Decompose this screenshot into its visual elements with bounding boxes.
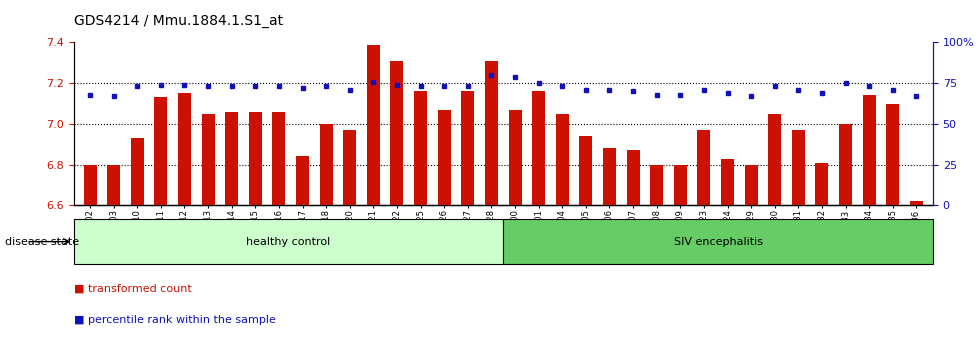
Bar — [462, 91, 474, 205]
Bar — [107, 165, 121, 205]
Bar — [249, 112, 262, 205]
Text: healthy control: healthy control — [246, 236, 330, 247]
Bar — [130, 138, 144, 205]
Bar — [178, 93, 191, 205]
Bar — [698, 130, 710, 205]
Bar — [415, 91, 427, 205]
Bar — [721, 159, 734, 205]
Bar — [202, 114, 215, 205]
Bar — [438, 110, 451, 205]
Bar — [626, 150, 640, 205]
Bar — [272, 112, 285, 205]
Bar — [862, 96, 876, 205]
Bar — [83, 165, 96, 205]
Bar — [768, 114, 781, 205]
Bar — [792, 130, 805, 205]
Bar — [603, 148, 616, 205]
Text: GDS4214 / Mmu.1884.1.S1_at: GDS4214 / Mmu.1884.1.S1_at — [74, 14, 282, 28]
Bar — [485, 61, 498, 205]
Bar — [296, 156, 309, 205]
Bar — [319, 124, 332, 205]
Bar — [367, 45, 380, 205]
Text: ■ transformed count: ■ transformed count — [74, 283, 191, 293]
Bar — [74, 219, 504, 264]
Bar — [343, 130, 357, 205]
Text: ■ percentile rank within the sample: ■ percentile rank within the sample — [74, 315, 275, 325]
Bar — [504, 219, 933, 264]
Bar — [225, 112, 238, 205]
Bar — [886, 104, 900, 205]
Bar — [745, 165, 758, 205]
Text: SIV encephalitis: SIV encephalitis — [673, 236, 762, 247]
Bar — [650, 165, 663, 205]
Bar — [579, 136, 592, 205]
Bar — [532, 91, 545, 205]
Bar — [556, 114, 568, 205]
Bar — [509, 110, 521, 205]
Bar — [815, 162, 828, 205]
Text: disease state: disease state — [5, 236, 79, 247]
Bar — [674, 165, 687, 205]
Bar — [910, 201, 923, 205]
Bar — [155, 97, 168, 205]
Bar — [839, 124, 852, 205]
Bar — [390, 61, 404, 205]
